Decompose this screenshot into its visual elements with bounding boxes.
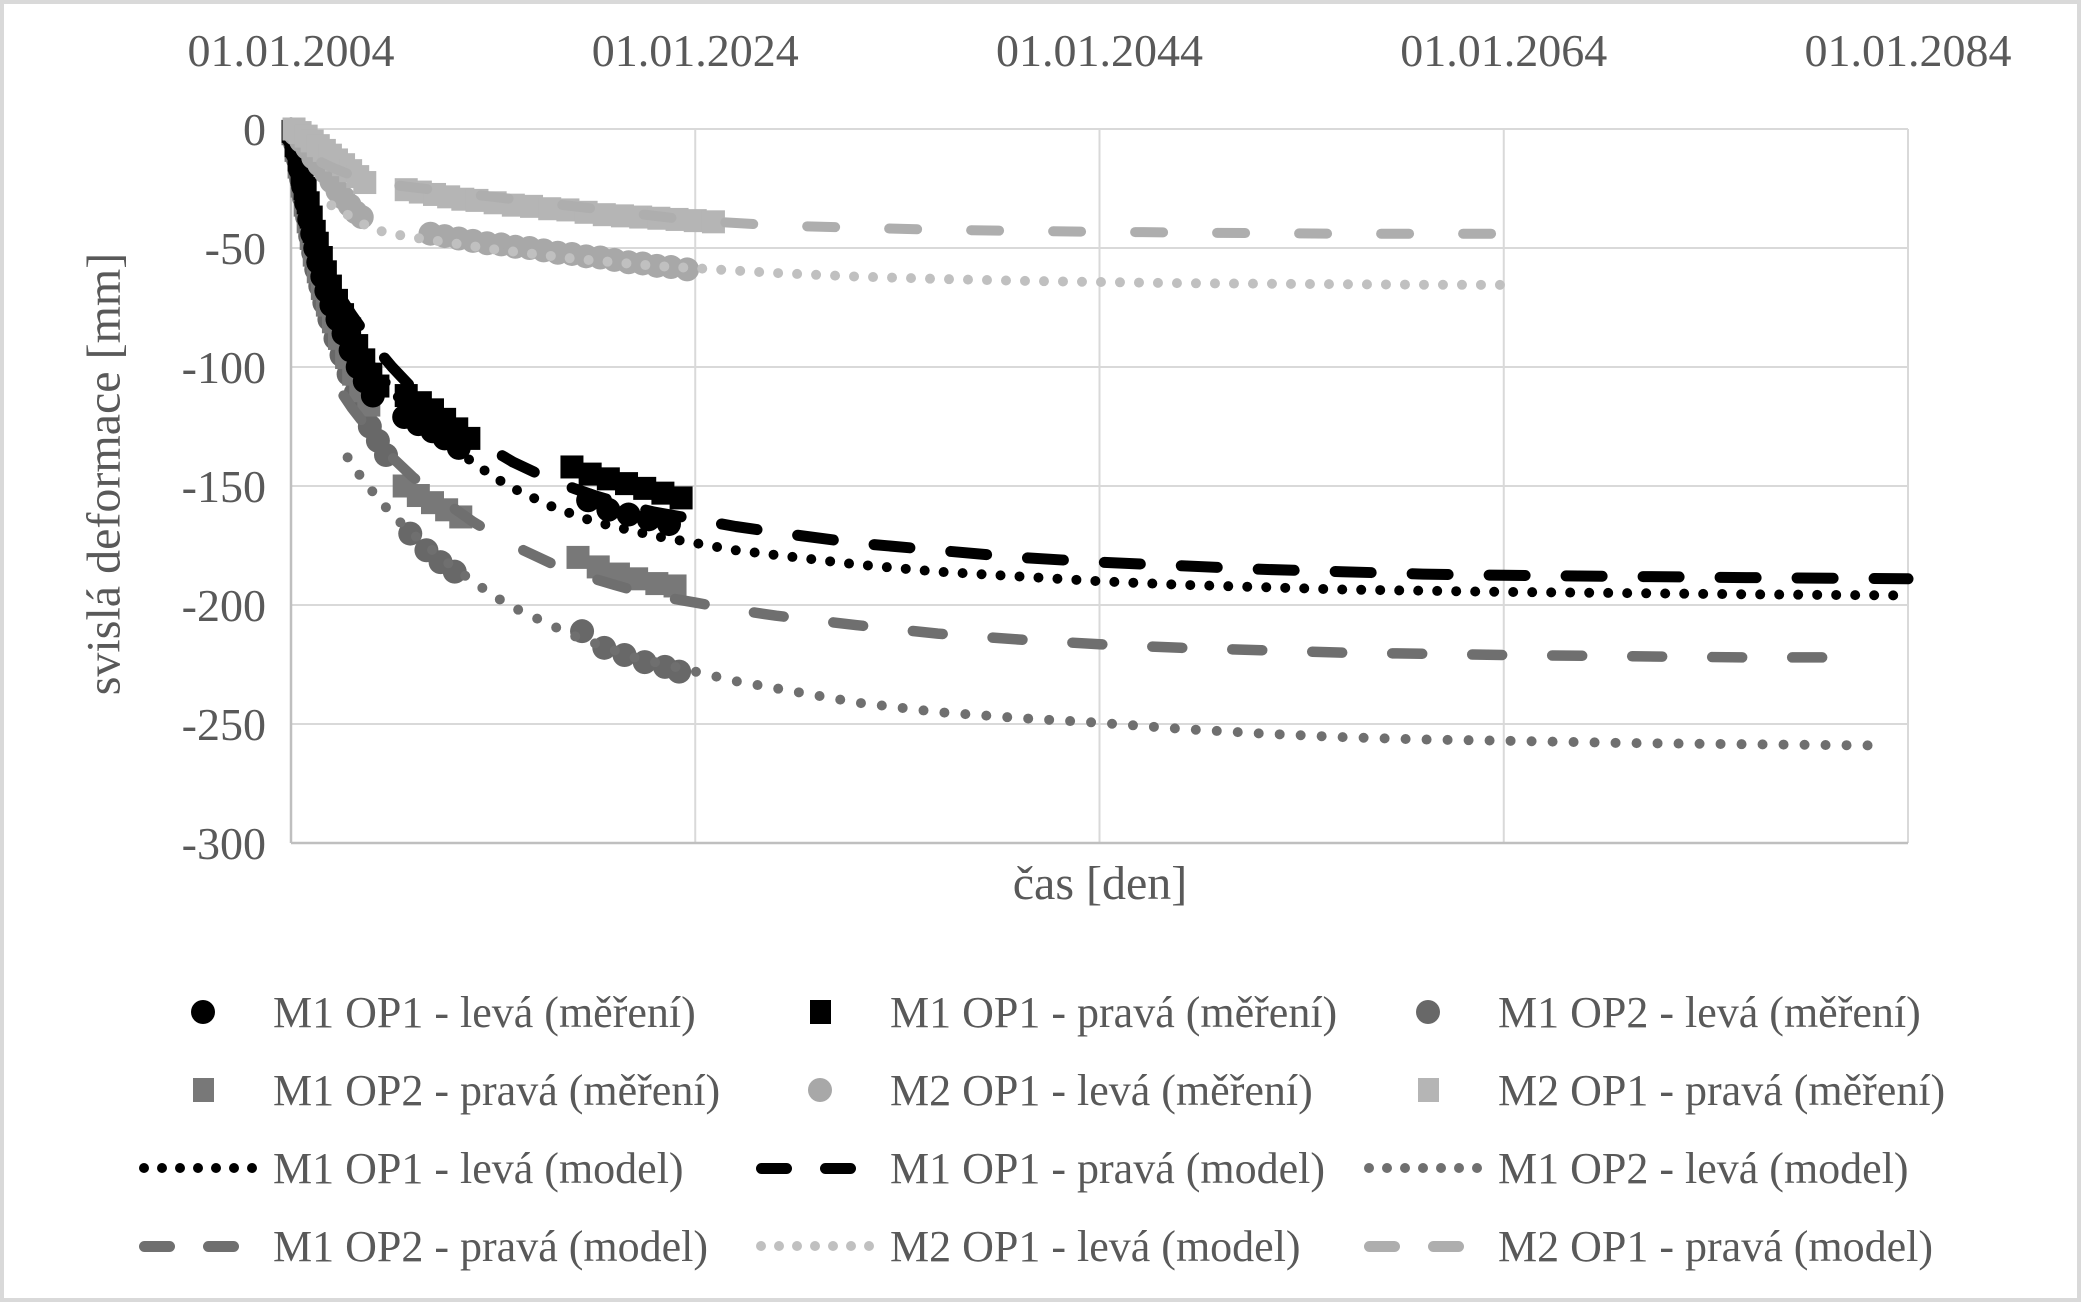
x-tick-label: 01.01.2084 bbox=[1805, 25, 2012, 76]
data-point-square bbox=[651, 481, 675, 505]
data-point-square bbox=[669, 486, 693, 510]
data-point-square bbox=[701, 210, 725, 234]
dashed-swatch-icon bbox=[756, 1162, 884, 1174]
dotted-swatch-icon bbox=[756, 1241, 884, 1251]
legend-label: M2 OP1 - pravá (měření) bbox=[1498, 1065, 1946, 1115]
circle-swatch-icon bbox=[1364, 1000, 1492, 1024]
data-point-circle bbox=[596, 497, 621, 522]
y-tick-label: -150 bbox=[182, 461, 266, 512]
data-point-square bbox=[520, 194, 544, 218]
y-tick-label: -200 bbox=[182, 580, 266, 631]
circle-swatch-icon bbox=[756, 1078, 884, 1102]
data-point-square bbox=[615, 472, 639, 496]
legend-label: M2 OP1 - levá (model) bbox=[890, 1221, 1301, 1271]
legend-label: M1 OP2 - levá (model) bbox=[1498, 1143, 1909, 1193]
legend-item-m1op2-prava-mereni: M1 OP2 - pravá (měření) bbox=[139, 1051, 756, 1129]
square-swatch-icon bbox=[756, 1000, 884, 1024]
legend-label: M1 OP2 - levá (měření) bbox=[1498, 987, 1921, 1037]
legend-label: M1 OP1 - levá (měření) bbox=[273, 987, 696, 1037]
legend-item-m1op2-leva-mereni: M1 OP2 - levá (měření) bbox=[1364, 973, 2024, 1051]
y-tick-label: -250 bbox=[182, 699, 266, 750]
dashed-swatch-icon bbox=[139, 1240, 267, 1252]
data-point-square bbox=[578, 462, 602, 486]
series-m1op1-leva-model bbox=[338, 314, 1913, 601]
data-point-circle bbox=[616, 502, 641, 527]
legend-label: M1 OP1 - pravá (měření) bbox=[890, 987, 1338, 1037]
series-m1op1-prava-model bbox=[334, 290, 1914, 585]
legend-label: M1 OP2 - pravá (měření) bbox=[273, 1065, 721, 1115]
legend-item-m1op1-leva-model: M1 OP1 - levá (model) bbox=[139, 1129, 756, 1207]
model-line bbox=[334, 290, 1914, 585]
data-point-square bbox=[645, 572, 669, 596]
data-point-square bbox=[353, 171, 377, 195]
legend-item-m2op1-prava-model: M2 OP1 - pravá (model) bbox=[1364, 1207, 2024, 1285]
legend: M1 OP1 - levá (měření) M1 OP1 - pravá (mě… bbox=[139, 973, 2024, 1285]
data-point-square bbox=[683, 209, 707, 233]
legend-label: M2 OP1 - levá (měření) bbox=[890, 1065, 1313, 1115]
series-m2op1-leva-model bbox=[326, 200, 1509, 290]
model-line bbox=[326, 200, 1509, 290]
y-tick-label: -300 bbox=[182, 818, 266, 869]
y-tick-label: -100 bbox=[182, 342, 266, 393]
legend-label: M2 OP1 - pravá (model) bbox=[1498, 1221, 1934, 1271]
data-point-square bbox=[610, 204, 634, 228]
data-point-square bbox=[586, 555, 610, 579]
series-m1op2-leva-model bbox=[342, 452, 1873, 751]
data-point-square bbox=[538, 197, 562, 221]
legend-item-m1op2-leva-model: M1 OP2 - levá (model) bbox=[1364, 1129, 2024, 1207]
legend-item-m1op1-prava-mereni: M1 OP1 - pravá (měření) bbox=[756, 973, 1364, 1051]
deformation-time-chart: 01.01.2004 01.01.2024 01.01.2044 01.01.2064… bbox=[182, 25, 2012, 869]
y-tick-label: -50 bbox=[205, 223, 266, 274]
x-axis-title: čas [den] bbox=[1012, 857, 1188, 910]
data-point-square bbox=[633, 476, 657, 500]
model-line bbox=[342, 452, 1873, 751]
legend-item-m2op1-prava-mereni: M2 OP1 - pravá (měření) bbox=[1364, 1051, 2024, 1129]
model-line bbox=[338, 390, 1873, 663]
data-point-square bbox=[663, 574, 687, 598]
dotted-swatch-icon bbox=[139, 1163, 267, 1173]
data-point-square bbox=[566, 545, 590, 569]
circle-swatch-icon bbox=[139, 1000, 267, 1024]
legend-item-m1op2-prava-model: M1 OP2 - pravá (model) bbox=[139, 1207, 756, 1285]
legend-item-m2op1-leva-model: M2 OP1 - levá (model) bbox=[756, 1207, 1364, 1285]
y-axis-title: svislá deformace [mm] bbox=[77, 252, 131, 696]
data-point-square bbox=[625, 567, 649, 591]
dashed-swatch-icon bbox=[1364, 1240, 1492, 1252]
legend-item-m1op1-leva-mereni: M1 OP1 - levá (měření) bbox=[139, 973, 756, 1051]
legend-item-m1op1-prava-model: M1 OP1 - pravá (model) bbox=[756, 1129, 1364, 1207]
x-tick-label: 01.01.2064 bbox=[1400, 25, 1607, 76]
x-tick-label: 01.01.2004 bbox=[188, 25, 395, 76]
legend-item-m2op1-leva-mereni: M2 OP1 - levá (měření) bbox=[756, 1051, 1364, 1129]
dotted-swatch-icon bbox=[1364, 1163, 1492, 1173]
data-point-square bbox=[592, 203, 616, 227]
y-tick-label: 0 bbox=[243, 104, 266, 155]
x-tick-label: 01.01.2024 bbox=[592, 25, 799, 76]
data-point-square bbox=[560, 455, 584, 479]
legend-label: M1 OP2 - pravá (model) bbox=[273, 1221, 709, 1271]
series-m1op2-prava-model bbox=[338, 390, 1873, 663]
gridlines bbox=[290, 128, 1909, 844]
model-line bbox=[316, 157, 1509, 239]
square-swatch-icon bbox=[1364, 1078, 1492, 1102]
series-m2op1-prava-model bbox=[316, 157, 1509, 239]
data-point-square bbox=[596, 467, 620, 491]
data-point-circle bbox=[667, 659, 692, 684]
x-tick-label: 01.01.2044 bbox=[996, 25, 1203, 76]
legend-label: M1 OP1 - pravá (model) bbox=[890, 1143, 1326, 1193]
square-swatch-icon bbox=[139, 1078, 267, 1102]
legend-label: M1 OP1 - levá (model) bbox=[273, 1143, 684, 1193]
model-line bbox=[338, 314, 1913, 601]
